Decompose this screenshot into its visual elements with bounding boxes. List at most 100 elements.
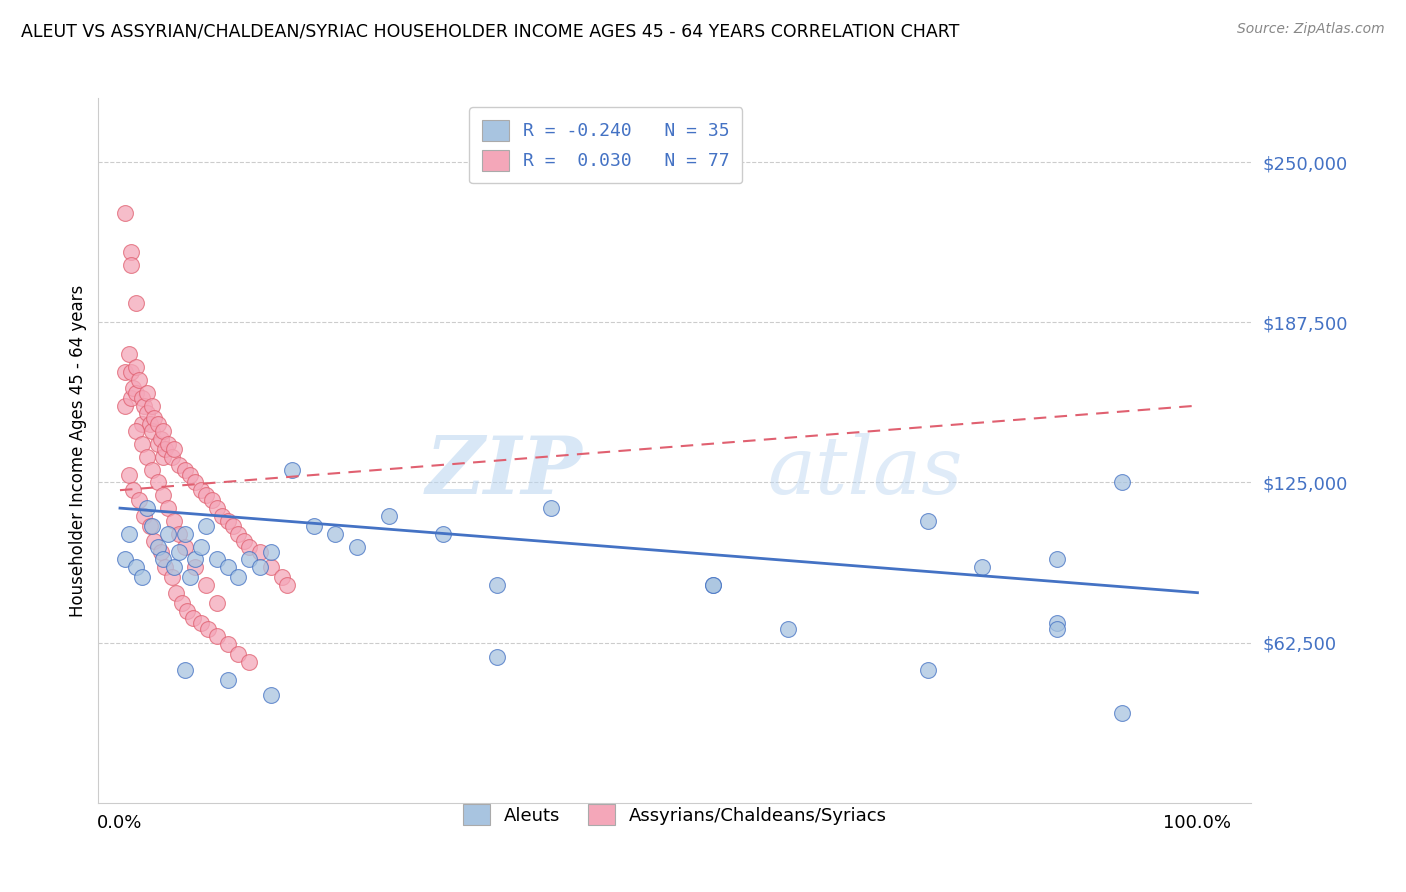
Point: [1046, 552, 1069, 566]
Point: [325, 526, 347, 541]
Point: [117, 347, 139, 361]
Point: [114, 365, 136, 379]
Text: atlas: atlas: [768, 433, 963, 510]
Point: [141, 519, 163, 533]
Point: [160, 570, 183, 584]
Point: [135, 450, 157, 464]
Point: [131, 391, 153, 405]
Point: [195, 578, 218, 592]
Point: [173, 526, 195, 541]
Point: [1046, 616, 1069, 631]
Point: [184, 560, 207, 574]
Point: [131, 417, 153, 431]
Legend: Aleuts, Assyrians/Chaldeans/Syriacs: Aleuts, Assyrians/Chaldeans/Syriacs: [451, 794, 898, 836]
Point: [346, 540, 368, 554]
Point: [132, 399, 155, 413]
Point: [167, 544, 190, 558]
Point: [702, 578, 724, 592]
Point: [139, 417, 162, 431]
Point: [238, 655, 260, 669]
Point: [238, 552, 260, 566]
Point: [125, 296, 148, 310]
Point: [125, 385, 148, 400]
Point: [217, 514, 239, 528]
Point: [160, 450, 183, 464]
Point: [152, 488, 174, 502]
Point: [117, 526, 139, 541]
Point: [540, 501, 562, 516]
Point: [222, 519, 245, 533]
Point: [117, 467, 139, 482]
Point: [205, 596, 228, 610]
Point: [205, 501, 228, 516]
Point: [217, 673, 239, 687]
Point: [276, 578, 298, 592]
Point: [205, 629, 228, 643]
Point: [139, 519, 162, 533]
Point: [260, 544, 283, 558]
Y-axis label: Householder Income Ages 45 - 64 years: Householder Income Ages 45 - 64 years: [69, 285, 87, 616]
Point: [172, 596, 194, 610]
Point: [146, 540, 169, 554]
Point: [143, 534, 166, 549]
Point: [486, 649, 509, 664]
Point: [486, 578, 509, 592]
Point: [260, 688, 283, 702]
Point: [232, 534, 254, 549]
Point: [200, 493, 222, 508]
Point: [190, 483, 212, 498]
Point: [152, 552, 174, 566]
Point: [131, 437, 153, 451]
Point: [249, 544, 271, 558]
Point: [122, 381, 145, 395]
Point: [146, 475, 169, 490]
Point: [125, 424, 148, 438]
Point: [149, 432, 172, 446]
Point: [157, 437, 180, 451]
Point: [143, 411, 166, 425]
Point: [176, 604, 198, 618]
Point: [146, 417, 169, 431]
Point: [125, 360, 148, 375]
Point: [128, 493, 150, 508]
Point: [131, 570, 153, 584]
Point: [152, 424, 174, 438]
Point: [432, 526, 454, 541]
Point: [152, 450, 174, 464]
Point: [155, 560, 177, 574]
Point: [702, 578, 724, 592]
Point: [157, 501, 180, 516]
Point: [114, 206, 136, 220]
Point: [238, 540, 260, 554]
Point: [141, 399, 163, 413]
Point: [281, 463, 304, 477]
Point: [270, 570, 292, 584]
Point: [163, 514, 186, 528]
Point: [141, 424, 163, 438]
Point: [173, 540, 195, 554]
Text: Source: ZipAtlas.com: Source: ZipAtlas.com: [1237, 22, 1385, 37]
Point: [970, 560, 993, 574]
Point: [120, 244, 142, 259]
Point: [135, 406, 157, 420]
Point: [195, 519, 218, 533]
Text: ZIP: ZIP: [426, 433, 582, 510]
Point: [120, 391, 142, 405]
Point: [190, 616, 212, 631]
Point: [228, 526, 250, 541]
Point: [249, 560, 271, 574]
Point: [1111, 475, 1133, 490]
Point: [149, 544, 172, 558]
Point: [146, 437, 169, 451]
Point: [917, 663, 939, 677]
Point: [190, 540, 212, 554]
Point: [184, 552, 207, 566]
Point: [228, 570, 250, 584]
Point: [157, 526, 180, 541]
Point: [141, 463, 163, 477]
Point: [217, 560, 239, 574]
Point: [776, 622, 799, 636]
Point: [917, 514, 939, 528]
Point: [135, 385, 157, 400]
Point: [179, 467, 201, 482]
